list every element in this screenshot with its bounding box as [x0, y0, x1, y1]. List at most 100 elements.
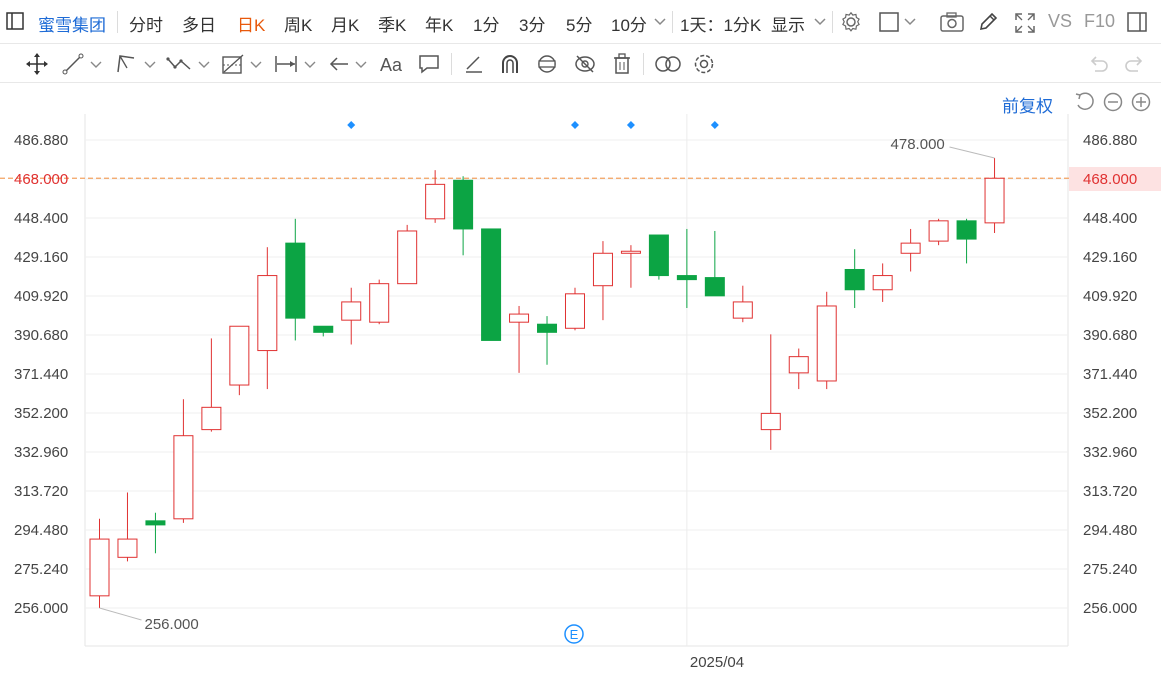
tab-3min[interactable]: 3分: [519, 16, 546, 35]
camera-icon[interactable]: [940, 12, 964, 32]
comment-tool-icon[interactable]: [418, 53, 440, 75]
undo-icon[interactable]: [1087, 53, 1109, 75]
tab-1min[interactable]: 1分: [473, 16, 500, 35]
tab-daily-k[interactable]: 日K: [237, 16, 266, 35]
chevron-down-icon[interactable]: [144, 60, 156, 70]
checkbox-square-icon[interactable]: [879, 12, 899, 32]
main-toolbar: 蜜雪集团 分时 多日 日K 周K 月K 季K 年K 1分 3分 5分 10分 1…: [0, 0, 1161, 44]
candle: [676, 228, 697, 308]
chevron-down-icon[interactable]: [90, 60, 102, 70]
candle: [592, 241, 613, 321]
candle-body: [732, 301, 753, 319]
vs-button[interactable]: VS: [1048, 11, 1073, 31]
wave-tool-icon[interactable]: [166, 53, 192, 75]
y-tick-label-right: 429.160: [1083, 249, 1137, 266]
stock-title[interactable]: 蜜雪集团: [38, 16, 106, 35]
candle: [145, 512, 166, 554]
candle-body: [872, 275, 893, 291]
adjust-mode-button[interactable]: 前复权: [1002, 97, 1053, 116]
tab-5min[interactable]: 5分: [566, 16, 593, 35]
chevron-down-icon[interactable]: [198, 60, 210, 70]
chevron-down-icon[interactable]: [904, 17, 916, 27]
chevron-down-icon[interactable]: [814, 17, 826, 27]
range-measure-icon[interactable]: [274, 54, 298, 74]
y-tick-label-left: 332.960: [14, 444, 68, 461]
f10-button[interactable]: F10: [1084, 11, 1116, 31]
tab-intraday[interactable]: 分时: [129, 16, 163, 35]
tab-multi-day[interactable]: 多日: [182, 16, 216, 35]
move-arrows-icon[interactable]: [25, 52, 49, 76]
pencil-icon[interactable]: [978, 12, 998, 32]
candle-body: [788, 356, 809, 374]
trash-icon[interactable]: [612, 53, 632, 75]
candle-body: [341, 301, 362, 321]
candle-body: [173, 435, 194, 520]
high-price-label: 478.000: [891, 136, 945, 153]
y-tick-label-right: 486.880: [1083, 132, 1137, 149]
candle-body: [816, 305, 837, 382]
magnet-icon[interactable]: [498, 53, 522, 75]
chart-grid: [0, 114, 1069, 647]
chevron-down-icon[interactable]: [654, 17, 666, 27]
candle-body: [760, 412, 781, 431]
candle-body: [369, 283, 390, 323]
zoom-out-icon[interactable]: [1102, 91, 1124, 113]
tab-quarterly-k[interactable]: 季K: [378, 16, 407, 35]
sidebar-toggle-icon[interactable]: [6, 12, 24, 30]
tab-monthly-k[interactable]: 月K: [331, 16, 360, 35]
tab-yearly-k[interactable]: 年K: [425, 16, 454, 35]
hide-drawings-icon[interactable]: [573, 53, 597, 75]
text-tool-icon[interactable]: Aa: [379, 53, 405, 75]
candle-body: [285, 242, 306, 319]
y-tick-label-left: 313.720: [14, 483, 68, 500]
chevron-down-icon[interactable]: [304, 60, 316, 70]
y-axis-ticks: 486.880 486.880 468.000 468.000 448.400 448.4…: [14, 132, 1161, 671]
candle: [620, 245, 641, 288]
candle-body: [537, 323, 558, 333]
candle-body: [956, 220, 977, 240]
arrow-left-tool-icon[interactable]: [328, 54, 350, 74]
y-tick-label-right: 468.000: [1083, 171, 1137, 188]
fullscreen-icon[interactable]: [1014, 12, 1036, 34]
candle-body: [648, 234, 669, 277]
redo-icon[interactable]: [1124, 53, 1146, 75]
low-annotation-leader: [99, 607, 142, 621]
candle: [900, 228, 921, 272]
interval-selector[interactable]: 1天：1分K: [680, 16, 762, 35]
reset-icon[interactable]: [1073, 91, 1095, 113]
svg-text:Aa: Aa: [380, 55, 403, 75]
chevron-down-icon[interactable]: [355, 60, 367, 70]
candle: [229, 325, 250, 396]
candle: [872, 263, 893, 302]
candle: [956, 218, 977, 264]
event-marker-diamond: [710, 121, 719, 129]
divider: [832, 11, 833, 33]
line-segment-tool-icon[interactable]: [62, 53, 84, 75]
settings-gear-icon[interactable]: [840, 11, 862, 33]
drawing-settings-gear-icon[interactable]: [693, 53, 715, 75]
candle-body: [425, 183, 446, 220]
divider: [672, 11, 673, 33]
candle: [704, 230, 725, 297]
chevron-down-icon[interactable]: [250, 60, 262, 70]
display-menu[interactable]: 显示: [771, 16, 805, 35]
brush-tool-icon[interactable]: [463, 53, 485, 75]
fibonacci-tool-icon[interactable]: [221, 53, 245, 75]
zoom-in-icon[interactable]: [1130, 91, 1152, 113]
candle-body: [620, 250, 641, 254]
panel-toggle-icon[interactable]: [1127, 12, 1147, 32]
candle: [397, 224, 418, 285]
tab-10min[interactable]: 10分: [611, 16, 647, 35]
drawing-toolbar: Aa: [0, 44, 1161, 83]
y-tick-label-right: 371.440: [1083, 366, 1137, 383]
event-marker-diamond: [570, 121, 579, 129]
tab-weekly-k[interactable]: 周K: [284, 16, 313, 35]
polyline-tool-icon[interactable]: [115, 53, 137, 75]
lock-drawing-icon[interactable]: [535, 53, 559, 75]
candle-body: [676, 275, 697, 281]
candle: [173, 399, 194, 523]
candle-body: [453, 179, 474, 230]
candle: [509, 305, 530, 373]
overlay-circles-icon[interactable]: [654, 53, 682, 75]
